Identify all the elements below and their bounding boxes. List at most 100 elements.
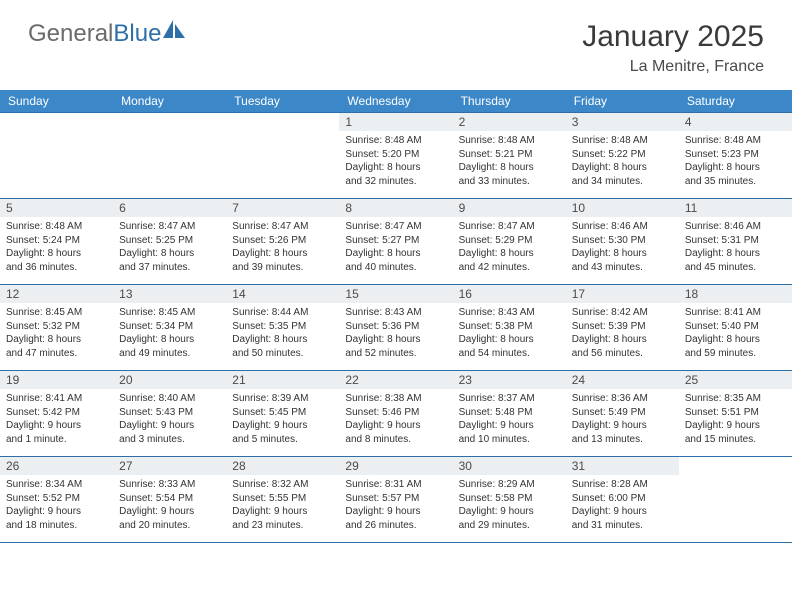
logo: GeneralBlue bbox=[28, 20, 187, 48]
day-number: 16 bbox=[453, 285, 566, 303]
weekday-header: Friday bbox=[566, 90, 679, 113]
day-details: Sunrise: 8:46 AMSunset: 5:31 PMDaylight:… bbox=[679, 217, 792, 277]
day-details: Sunrise: 8:35 AMSunset: 5:51 PMDaylight:… bbox=[679, 389, 792, 449]
day-details: Sunrise: 8:43 AMSunset: 5:36 PMDaylight:… bbox=[339, 303, 452, 363]
calendar-cell: 7Sunrise: 8:47 AMSunset: 5:26 PMDaylight… bbox=[226, 199, 339, 285]
calendar-cell: 30Sunrise: 8:29 AMSunset: 5:58 PMDayligh… bbox=[453, 457, 566, 543]
day-number: 3 bbox=[566, 113, 679, 131]
day-number: 20 bbox=[113, 371, 226, 389]
day-details: Sunrise: 8:48 AMSunset: 5:23 PMDaylight:… bbox=[679, 131, 792, 191]
calendar-cell: 16Sunrise: 8:43 AMSunset: 5:38 PMDayligh… bbox=[453, 285, 566, 371]
calendar-cell: 13Sunrise: 8:45 AMSunset: 5:34 PMDayligh… bbox=[113, 285, 226, 371]
calendar-cell: 2Sunrise: 8:48 AMSunset: 5:21 PMDaylight… bbox=[453, 113, 566, 199]
calendar-cell: 18Sunrise: 8:41 AMSunset: 5:40 PMDayligh… bbox=[679, 285, 792, 371]
day-details: Sunrise: 8:42 AMSunset: 5:39 PMDaylight:… bbox=[566, 303, 679, 363]
day-details: Sunrise: 8:48 AMSunset: 5:20 PMDaylight:… bbox=[339, 131, 452, 191]
calendar-cell: 4Sunrise: 8:48 AMSunset: 5:23 PMDaylight… bbox=[679, 113, 792, 199]
calendar-cell: 27Sunrise: 8:33 AMSunset: 5:54 PMDayligh… bbox=[113, 457, 226, 543]
calendar-cell bbox=[226, 113, 339, 199]
day-details: Sunrise: 8:32 AMSunset: 5:55 PMDaylight:… bbox=[226, 475, 339, 535]
day-number: 30 bbox=[453, 457, 566, 475]
calendar-cell: 26Sunrise: 8:34 AMSunset: 5:52 PMDayligh… bbox=[0, 457, 113, 543]
day-number: 5 bbox=[0, 199, 113, 217]
calendar-cell: 15Sunrise: 8:43 AMSunset: 5:36 PMDayligh… bbox=[339, 285, 452, 371]
weekday-header: Saturday bbox=[679, 90, 792, 113]
calendar-cell: 3Sunrise: 8:48 AMSunset: 5:22 PMDaylight… bbox=[566, 113, 679, 199]
day-details: Sunrise: 8:44 AMSunset: 5:35 PMDaylight:… bbox=[226, 303, 339, 363]
day-number: 27 bbox=[113, 457, 226, 475]
day-details: Sunrise: 8:28 AMSunset: 6:00 PMDaylight:… bbox=[566, 475, 679, 535]
weekday-header: Sunday bbox=[0, 90, 113, 113]
day-number: 2 bbox=[453, 113, 566, 131]
calendar-cell: 21Sunrise: 8:39 AMSunset: 5:45 PMDayligh… bbox=[226, 371, 339, 457]
day-details: Sunrise: 8:45 AMSunset: 5:32 PMDaylight:… bbox=[0, 303, 113, 363]
day-number: 8 bbox=[339, 199, 452, 217]
calendar-cell: 28Sunrise: 8:32 AMSunset: 5:55 PMDayligh… bbox=[226, 457, 339, 543]
weekday-header: Tuesday bbox=[226, 90, 339, 113]
day-details: Sunrise: 8:47 AMSunset: 5:27 PMDaylight:… bbox=[339, 217, 452, 277]
weekday-header: Thursday bbox=[453, 90, 566, 113]
calendar-cell: 20Sunrise: 8:40 AMSunset: 5:43 PMDayligh… bbox=[113, 371, 226, 457]
day-number: 1 bbox=[339, 113, 452, 131]
day-number: 19 bbox=[0, 371, 113, 389]
day-number: 11 bbox=[679, 199, 792, 217]
day-details: Sunrise: 8:48 AMSunset: 5:21 PMDaylight:… bbox=[453, 131, 566, 191]
calendar-cell: 29Sunrise: 8:31 AMSunset: 5:57 PMDayligh… bbox=[339, 457, 452, 543]
day-details: Sunrise: 8:48 AMSunset: 5:24 PMDaylight:… bbox=[0, 217, 113, 277]
day-details: Sunrise: 8:39 AMSunset: 5:45 PMDaylight:… bbox=[226, 389, 339, 449]
day-number: 14 bbox=[226, 285, 339, 303]
title-block: January 2025 La Menitre, France bbox=[582, 20, 764, 76]
day-number: 10 bbox=[566, 199, 679, 217]
day-number: 25 bbox=[679, 371, 792, 389]
day-details: Sunrise: 8:41 AMSunset: 5:40 PMDaylight:… bbox=[679, 303, 792, 363]
calendar-cell: 19Sunrise: 8:41 AMSunset: 5:42 PMDayligh… bbox=[0, 371, 113, 457]
day-details: Sunrise: 8:37 AMSunset: 5:48 PMDaylight:… bbox=[453, 389, 566, 449]
calendar-cell: 5Sunrise: 8:48 AMSunset: 5:24 PMDaylight… bbox=[0, 199, 113, 285]
calendar-cell bbox=[113, 113, 226, 199]
day-details: Sunrise: 8:29 AMSunset: 5:58 PMDaylight:… bbox=[453, 475, 566, 535]
day-details: Sunrise: 8:31 AMSunset: 5:57 PMDaylight:… bbox=[339, 475, 452, 535]
day-number: 31 bbox=[566, 457, 679, 475]
calendar-cell bbox=[0, 113, 113, 199]
day-details: Sunrise: 8:41 AMSunset: 5:42 PMDaylight:… bbox=[0, 389, 113, 449]
day-number: 13 bbox=[113, 285, 226, 303]
calendar-cell bbox=[679, 457, 792, 543]
location: La Menitre, France bbox=[582, 58, 764, 76]
day-details: Sunrise: 8:38 AMSunset: 5:46 PMDaylight:… bbox=[339, 389, 452, 449]
calendar-cell: 12Sunrise: 8:45 AMSunset: 5:32 PMDayligh… bbox=[0, 285, 113, 371]
day-details: Sunrise: 8:46 AMSunset: 5:30 PMDaylight:… bbox=[566, 217, 679, 277]
calendar-cell: 14Sunrise: 8:44 AMSunset: 5:35 PMDayligh… bbox=[226, 285, 339, 371]
calendar-cell: 31Sunrise: 8:28 AMSunset: 6:00 PMDayligh… bbox=[566, 457, 679, 543]
calendar-cell: 25Sunrise: 8:35 AMSunset: 5:51 PMDayligh… bbox=[679, 371, 792, 457]
logo-text-blue: Blue bbox=[113, 20, 161, 47]
day-number: 26 bbox=[0, 457, 113, 475]
calendar-cell: 8Sunrise: 8:47 AMSunset: 5:27 PMDaylight… bbox=[339, 199, 452, 285]
logo-text-general: General bbox=[28, 20, 113, 47]
month-title: January 2025 bbox=[582, 20, 764, 54]
calendar-cell: 11Sunrise: 8:46 AMSunset: 5:31 PMDayligh… bbox=[679, 199, 792, 285]
calendar-cell: 9Sunrise: 8:47 AMSunset: 5:29 PMDaylight… bbox=[453, 199, 566, 285]
calendar-cell: 1Sunrise: 8:48 AMSunset: 5:20 PMDaylight… bbox=[339, 113, 452, 199]
day-number: 12 bbox=[0, 285, 113, 303]
calendar-cell: 10Sunrise: 8:46 AMSunset: 5:30 PMDayligh… bbox=[566, 199, 679, 285]
day-number: 4 bbox=[679, 113, 792, 131]
calendar-cell: 17Sunrise: 8:42 AMSunset: 5:39 PMDayligh… bbox=[566, 285, 679, 371]
calendar-head: SundayMondayTuesdayWednesdayThursdayFrid… bbox=[0, 90, 792, 113]
day-details: Sunrise: 8:47 AMSunset: 5:26 PMDaylight:… bbox=[226, 217, 339, 277]
sail-icon bbox=[161, 18, 187, 45]
calendar-cell: 23Sunrise: 8:37 AMSunset: 5:48 PMDayligh… bbox=[453, 371, 566, 457]
weekday-header: Monday bbox=[113, 90, 226, 113]
page-header: GeneralBlue January 2025 La Menitre, Fra… bbox=[0, 0, 792, 84]
day-number: 21 bbox=[226, 371, 339, 389]
day-details: Sunrise: 8:45 AMSunset: 5:34 PMDaylight:… bbox=[113, 303, 226, 363]
day-number: 18 bbox=[679, 285, 792, 303]
day-number: 6 bbox=[113, 199, 226, 217]
day-details: Sunrise: 8:33 AMSunset: 5:54 PMDaylight:… bbox=[113, 475, 226, 535]
day-number: 28 bbox=[226, 457, 339, 475]
calendar-cell: 24Sunrise: 8:36 AMSunset: 5:49 PMDayligh… bbox=[566, 371, 679, 457]
day-details: Sunrise: 8:36 AMSunset: 5:49 PMDaylight:… bbox=[566, 389, 679, 449]
day-details: Sunrise: 8:47 AMSunset: 5:29 PMDaylight:… bbox=[453, 217, 566, 277]
day-details: Sunrise: 8:48 AMSunset: 5:22 PMDaylight:… bbox=[566, 131, 679, 191]
day-number: 23 bbox=[453, 371, 566, 389]
calendar-body: 1Sunrise: 8:48 AMSunset: 5:20 PMDaylight… bbox=[0, 113, 792, 543]
